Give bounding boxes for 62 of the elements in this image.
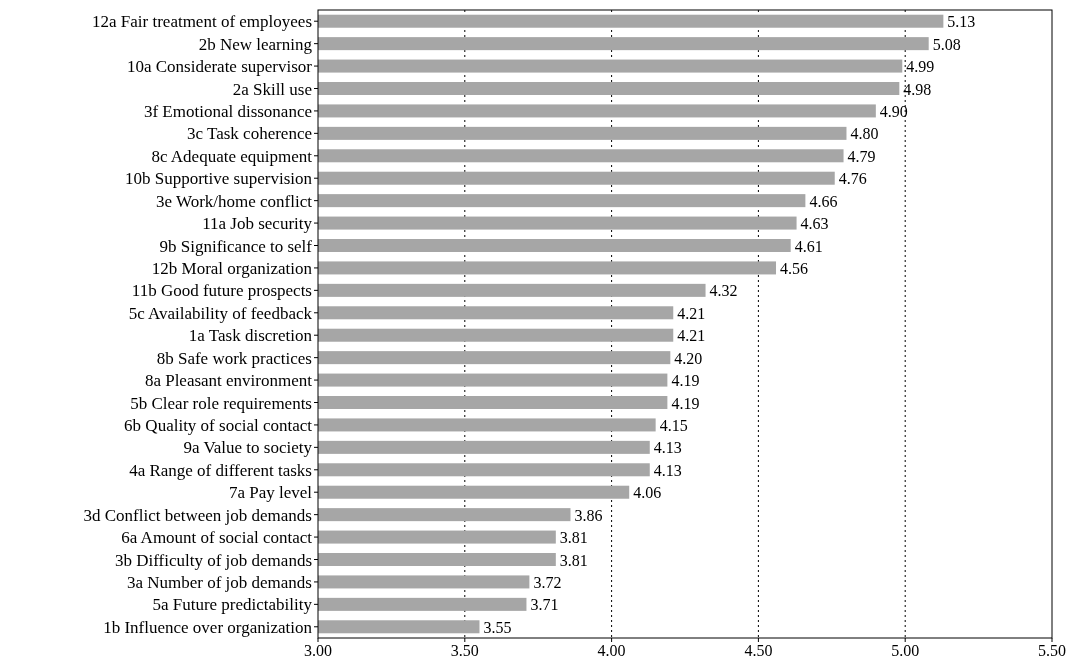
y-tick-label: 3b Difficulty of job demands	[114, 550, 312, 570]
y-tick-label: 3c Task coherence	[187, 124, 312, 144]
x-tick-label: 3.00	[304, 642, 332, 658]
data-label: 3.72	[533, 573, 562, 591]
y-tick-label: 8c Adequate equipment	[151, 146, 313, 166]
data-label: 4.15	[659, 416, 688, 434]
data-label: 4.21	[677, 327, 706, 345]
y-tick-label: 1b Influence over organization	[103, 617, 313, 637]
y-tick-label: 12a Fair treatment of employees	[92, 12, 312, 32]
data-label: 4.21	[677, 304, 706, 322]
data-label: 4.61	[794, 237, 823, 255]
y-tick-label: 12b Moral organization	[151, 258, 313, 278]
data-label: 4.13	[653, 461, 682, 479]
data-label: 4.13	[653, 439, 682, 457]
y-tick-label: 3d Conflict between job demands	[83, 505, 312, 525]
data-label: 3.81	[559, 551, 588, 569]
x-tick-label: 4.50	[744, 642, 773, 658]
y-tick-label: 10a Considerate supervisor	[126, 57, 313, 77]
x-tick-label: 5.00	[891, 642, 920, 658]
y-tick-label: 3a Number of job demands	[126, 572, 312, 592]
y-tick-label: 6a Amount of social contact	[121, 528, 313, 548]
x-tick-label: 4.00	[597, 642, 626, 658]
data-label: 5.08	[932, 35, 961, 53]
data-label: 4.79	[847, 147, 876, 165]
data-label: 4.66	[809, 192, 838, 210]
data-label: 3.81	[559, 529, 588, 547]
data-label: 3.71	[530, 596, 559, 614]
y-tick-label: 7a Pay level	[228, 483, 313, 503]
y-tick-label: 2b New learning	[198, 34, 313, 54]
data-label: 4.06	[633, 484, 662, 502]
data-label: 4.19	[671, 394, 700, 412]
y-tick-label: 5a Future predictability	[152, 595, 313, 615]
data-label: 4.19	[671, 372, 700, 390]
data-label: 4.63	[800, 215, 829, 233]
y-tick-label: 5c Availability of feedback	[128, 303, 313, 323]
y-tick-label: 9b Significance to self	[159, 236, 313, 256]
data-label: 5.13	[947, 13, 976, 31]
x-tick-label: 5.50	[1038, 642, 1066, 658]
y-tick-label: 8a Pleasant environment	[144, 371, 313, 391]
y-tick-label: 3f Emotional dissonance	[143, 101, 312, 121]
data-label: 4.90	[879, 102, 908, 120]
y-tick-label: 9a Value to society	[183, 438, 313, 458]
y-tick-label: 2a Skill use	[232, 79, 312, 99]
data-label: 4.98	[903, 80, 932, 98]
data-label: 4.76	[838, 170, 867, 188]
y-tick-label: 10b Supportive supervision	[125, 169, 313, 189]
x-tick-label: 3.50	[450, 642, 479, 658]
y-tick-label: 5b Clear role requirements	[130, 393, 312, 413]
y-tick-label: 11a Job security	[202, 214, 313, 234]
data-label: 4.99	[906, 58, 935, 76]
data-label: 4.80	[850, 125, 879, 143]
y-tick-label: 6b Quality of social contact	[124, 415, 313, 435]
data-label: 3.86	[574, 506, 603, 524]
data-label: 3.55	[483, 618, 512, 636]
y-tick-label: 3e Work/home conflict	[156, 191, 313, 211]
data-label: 4.56	[780, 259, 809, 277]
data-label: 4.20	[674, 349, 703, 367]
y-tick-label: 4a Range of different tasks	[129, 460, 312, 480]
y-tick-label: 11b Good future prospects	[131, 281, 312, 301]
data-label: 4.32	[709, 282, 738, 300]
y-tick-label: 8b Safe work practices	[156, 348, 312, 368]
y-tick-label: 1a Task discretion	[188, 326, 313, 346]
